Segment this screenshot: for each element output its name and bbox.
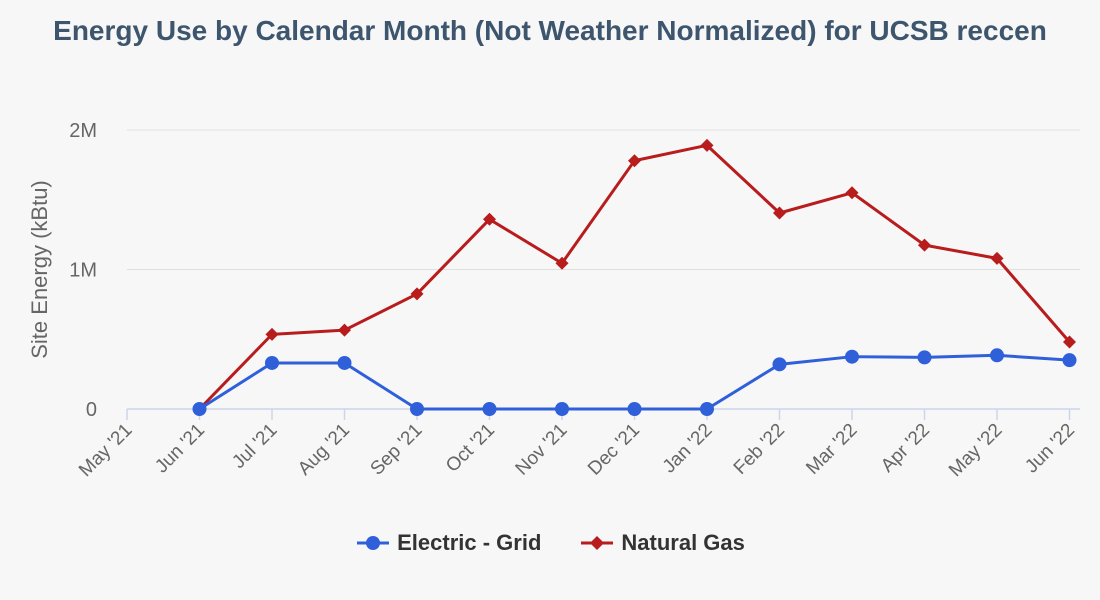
chart-title: Energy Use by Calendar Month (Not Weathe… bbox=[53, 15, 1047, 46]
data-point-natural-gas-13 bbox=[1063, 335, 1076, 349]
x-tick-label-9: Feb '22 bbox=[730, 420, 789, 479]
data-point-electric-13 bbox=[1062, 353, 1077, 368]
chart-legend: Electric - Grid Natural Gas bbox=[0, 530, 1100, 556]
legend-label-natural-gas: Natural Gas bbox=[621, 530, 745, 555]
x-tick-label-1: Jun '21 bbox=[151, 420, 209, 478]
data-point-electric-5 bbox=[482, 402, 497, 416]
data-point-natural-gas-2 bbox=[265, 327, 279, 341]
legend-symbol-electric bbox=[357, 536, 390, 550]
data-point-electric-7 bbox=[627, 402, 642, 416]
data-point-natural-gas-12 bbox=[990, 251, 1004, 265]
x-tick-label-10: Mar '22 bbox=[802, 420, 861, 479]
data-point-electric-12 bbox=[990, 348, 1004, 363]
x-tick-label-13: Jun '22 bbox=[1021, 420, 1079, 478]
x-tick-label-2: Jul '21 bbox=[228, 420, 281, 473]
data-point-natural-gas-7 bbox=[628, 154, 641, 168]
data-point-natural-gas-8 bbox=[700, 138, 714, 152]
x-tick-label-12: May '22 bbox=[945, 420, 1006, 481]
x-tick-label-0: May '21 bbox=[75, 420, 136, 481]
y-tick-label-1: 1M bbox=[69, 260, 97, 282]
data-point-electric-2 bbox=[265, 355, 279, 370]
data-point-electric-4 bbox=[410, 402, 424, 416]
x-tick-label-4: Sep '21 bbox=[367, 420, 427, 480]
data-point-electric-9 bbox=[772, 357, 787, 372]
data-point-natural-gas-6 bbox=[555, 256, 569, 270]
x-tick-label-8: Jan '22 bbox=[659, 420, 717, 478]
series-line-natural-gas bbox=[198, 143, 1071, 411]
data-point-natural-gas-4 bbox=[410, 287, 424, 301]
legend-label-electric: Electric - Grid bbox=[397, 530, 542, 555]
x-tick-label-11: Apr '22 bbox=[877, 420, 934, 477]
legend-item-electric[interactable]: Electric - Grid bbox=[355, 530, 541, 556]
data-point-natural-gas-3 bbox=[338, 323, 351, 337]
x-tick-label-7: Dec '21 bbox=[584, 420, 644, 480]
y-tick-label-0: 0 bbox=[86, 399, 97, 421]
data-point-electric-3 bbox=[337, 355, 352, 370]
data-point-electric-6 bbox=[555, 402, 569, 416]
data-point-electric-8 bbox=[700, 402, 714, 416]
data-point-natural-gas-10 bbox=[845, 186, 859, 200]
legend-item-natural-gas[interactable]: Natural Gas bbox=[579, 530, 745, 556]
data-point-electric-11 bbox=[917, 350, 932, 365]
x-tick-label-6: Nov '21 bbox=[512, 420, 572, 480]
data-point-electric-1 bbox=[192, 402, 207, 416]
y-axis-title: Site Energy (kBtu) bbox=[27, 180, 52, 359]
legend-symbol-natural-gas bbox=[581, 536, 614, 550]
y-tick-label-2: 2M bbox=[69, 120, 97, 142]
data-point-natural-gas-9 bbox=[773, 206, 786, 220]
data-point-electric-10 bbox=[845, 349, 859, 364]
data-point-natural-gas-11 bbox=[918, 238, 931, 252]
x-tick-label-3: Aug '21 bbox=[294, 420, 354, 480]
x-tick-label-5: Oct '21 bbox=[442, 420, 499, 477]
data-point-natural-gas-5 bbox=[483, 212, 496, 226]
series-line-electric bbox=[198, 353, 1070, 411]
